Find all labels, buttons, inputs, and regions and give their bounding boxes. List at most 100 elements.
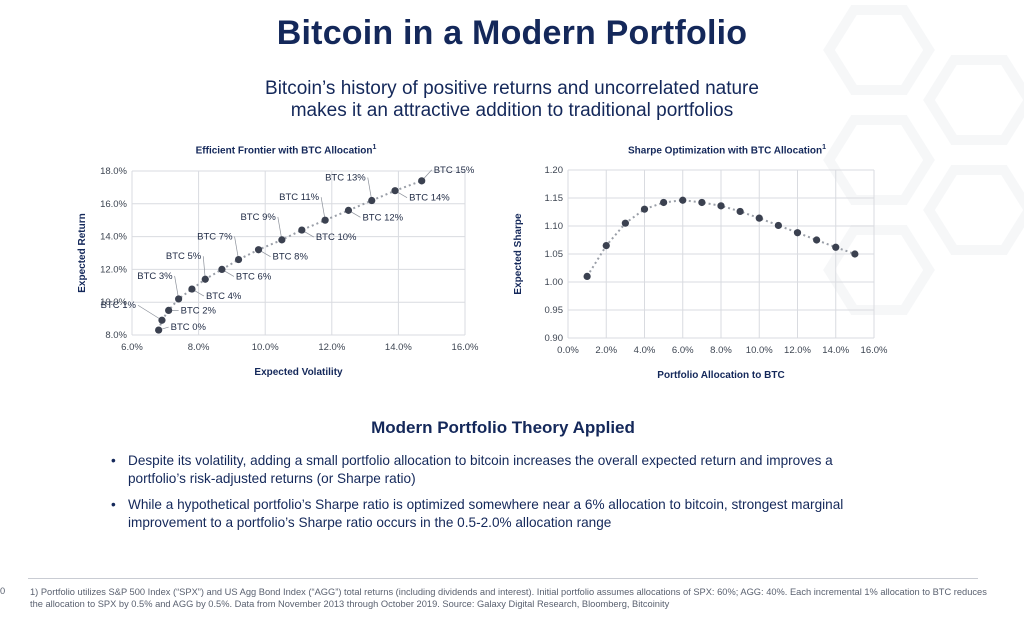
page-subtitle: Bitcoin’s history of positive returns an… — [0, 78, 1024, 122]
sharpe-point — [793, 229, 802, 237]
frontier-point — [158, 316, 166, 324]
frontier-x-tick-label: 10.0% — [252, 342, 279, 353]
frontier-point-label: BTC 12% — [362, 212, 403, 223]
efficient-frontier-chart: 8.0%10.0%12.0%14.0%16.0%18.0%6.0% 8.0% 10.… — [77, 165, 479, 378]
sharpe-y-tick-label: 1.20 — [545, 165, 564, 176]
frontier-point-label: BTC 2% — [181, 305, 217, 316]
frontier-dotted-line — [157, 179, 423, 331]
frontier-point — [175, 295, 183, 303]
sharpe-point — [717, 202, 725, 210]
sharpe-point — [851, 250, 859, 258]
footnote: 1) Portfolio utilizes S&P 500 Index (“SP… — [30, 587, 987, 609]
frontier-point — [254, 246, 263, 254]
bullet-item: • Despite its volatility, adding a small… — [108, 452, 888, 488]
frontier-point — [201, 275, 209, 283]
frontier-point-label: BTC 4% — [206, 291, 242, 302]
frontier-point-label: BTC 1% — [101, 300, 137, 311]
frontier-point-label: BTC 13% — [325, 173, 366, 184]
frontier-point-label: BTC 5% — [166, 251, 202, 262]
efficient-frontier-title-footnote-ref: 1 — [372, 144, 377, 151]
frontier-point — [234, 255, 243, 264]
frontier-point-label: BTC 14% — [409, 193, 450, 204]
frontier-point — [418, 177, 426, 185]
sharpe-optimization-chart: 0.90 0.95 1.00 1.05 1.10 1.15 1.20 0.0% 2.0% 4.0%… — [513, 165, 888, 381]
frontier-y-tick-label: 18.0% — [100, 166, 127, 177]
frontier-point-label: BTC 6% — [236, 271, 272, 282]
frontier-point-label: BTC 3% — [137, 271, 173, 282]
frontier-label-leader — [174, 275, 179, 299]
frontier-point — [278, 236, 286, 244]
frontier-point-label: BTC 8% — [273, 252, 309, 263]
sharpe-optimization-title-text: Sharpe Optimization with BTC Allocation — [628, 145, 823, 157]
frontier-label-leader — [277, 216, 283, 240]
frontier-point — [165, 306, 173, 314]
page-number: 0 — [0, 586, 6, 596]
section-heading: Modern Portfolio Theory Applied — [371, 418, 635, 437]
frontier-point — [344, 206, 353, 214]
sharpe-x-tick-label: 8.0% — [710, 345, 732, 356]
frontier-point — [298, 226, 306, 234]
sharpe-optimization-title: Sharpe Optimization with BTC Allocation1 — [577, 144, 877, 156]
sharpe-point — [832, 243, 840, 251]
sharpe-x-tick-label: 4.0% — [634, 345, 656, 356]
sharpe-y-tick-label: 1.05 — [545, 249, 564, 260]
bullet-icon: • — [111, 453, 116, 468]
bullet-list: • Despite its volatility, adding a small… — [108, 452, 888, 540]
sharpe-point — [774, 221, 782, 230]
sharpe-point — [583, 272, 591, 280]
frontier-point-label: BTC 15% — [434, 165, 475, 176]
sharpe-point — [755, 214, 763, 222]
frontier-y-tick-label: 10.0% — [100, 297, 127, 308]
bullet-icon: • — [111, 497, 116, 512]
bullet-text: While a hypothetical portfolio’s Sharpe … — [128, 497, 844, 530]
sharpe-point — [736, 207, 744, 216]
frontier-point-label: BTC 9% — [240, 212, 276, 223]
sharpe-y-tick-label: 0.90 — [545, 333, 564, 344]
sharpe-x-tick-label: 2.0% — [595, 345, 617, 356]
frontier-label-leader — [202, 256, 206, 280]
sharpe-point — [813, 236, 821, 244]
sharpe-y-tick-label: 1.00 — [545, 277, 564, 288]
sharpe-y-tick-label: 1.10 — [545, 221, 564, 232]
frontier-label-leader — [320, 197, 326, 221]
frontier-y-tick-label: 16.0% — [100, 199, 127, 210]
bullet-text: Despite its volatility, adding a small p… — [128, 453, 833, 486]
frontier-x-tick-label: 16.0% — [452, 342, 479, 353]
background-pattern — [823, 5, 1024, 315]
frontier-x-tick-label: 14.0% — [385, 342, 412, 353]
frontier-point-label: BTC 11% — [279, 192, 320, 203]
sharpe-x-tick-label: 10.0% — [746, 345, 773, 356]
sharpe-point — [602, 242, 610, 250]
sharpe-x-axis-title: Portfolio Allocation to BTC — [657, 370, 784, 381]
frontier-point-label: BTC 10% — [316, 232, 357, 243]
frontier-y-axis-title: Expected Return — [77, 213, 88, 292]
sharpe-point — [679, 196, 687, 204]
subtitle-line-1: Bitcoin’s history of positive returns an… — [265, 78, 759, 99]
efficient-frontier-title: Efficient Frontier with BTC Allocation1 — [136, 144, 436, 156]
sharpe-x-tick-label: 0.0% — [557, 345, 579, 356]
frontier-label-leader — [234, 236, 239, 260]
sharpe-point — [698, 198, 706, 207]
sharpe-y-tick-label: 1.15 — [545, 193, 564, 204]
sharpe-y-tick-label: 0.95 — [545, 305, 564, 316]
sharpe-point — [640, 205, 649, 213]
sharpe-point — [621, 219, 629, 227]
subtitle-line-2: makes it an attractive addition to tradi… — [290, 100, 734, 121]
sharpe-x-tick-label: 12.0% — [784, 345, 811, 356]
page-title: Bitcoin in a Modern Portfolio — [276, 14, 748, 52]
sharpe-point — [660, 198, 668, 207]
frontier-y-tick-label: 8.0% — [105, 330, 127, 341]
frontier-point-label: BTC 0% — [171, 322, 207, 333]
sharpe-x-tick-label: 14.0% — [822, 345, 849, 356]
frontier-point-label: BTC 7% — [197, 232, 233, 243]
sharpe-x-tick-label: 16.0% — [861, 345, 888, 356]
frontier-y-tick-label: 12.0% — [100, 264, 127, 275]
frontier-point — [391, 187, 399, 195]
sharpe-y-axis-title: Expected Sharpe — [513, 213, 524, 295]
frontier-point — [321, 216, 329, 224]
sharpe-x-tick-label: 6.0% — [672, 345, 694, 356]
bullet-item: • While a hypothetical portfolio’s Sharp… — [108, 496, 888, 532]
frontier-x-tick-label: 8.0% — [188, 342, 210, 353]
sharpe-optimization-title-footnote-ref: 1 — [822, 144, 826, 151]
frontier-label-leader — [137, 304, 163, 321]
